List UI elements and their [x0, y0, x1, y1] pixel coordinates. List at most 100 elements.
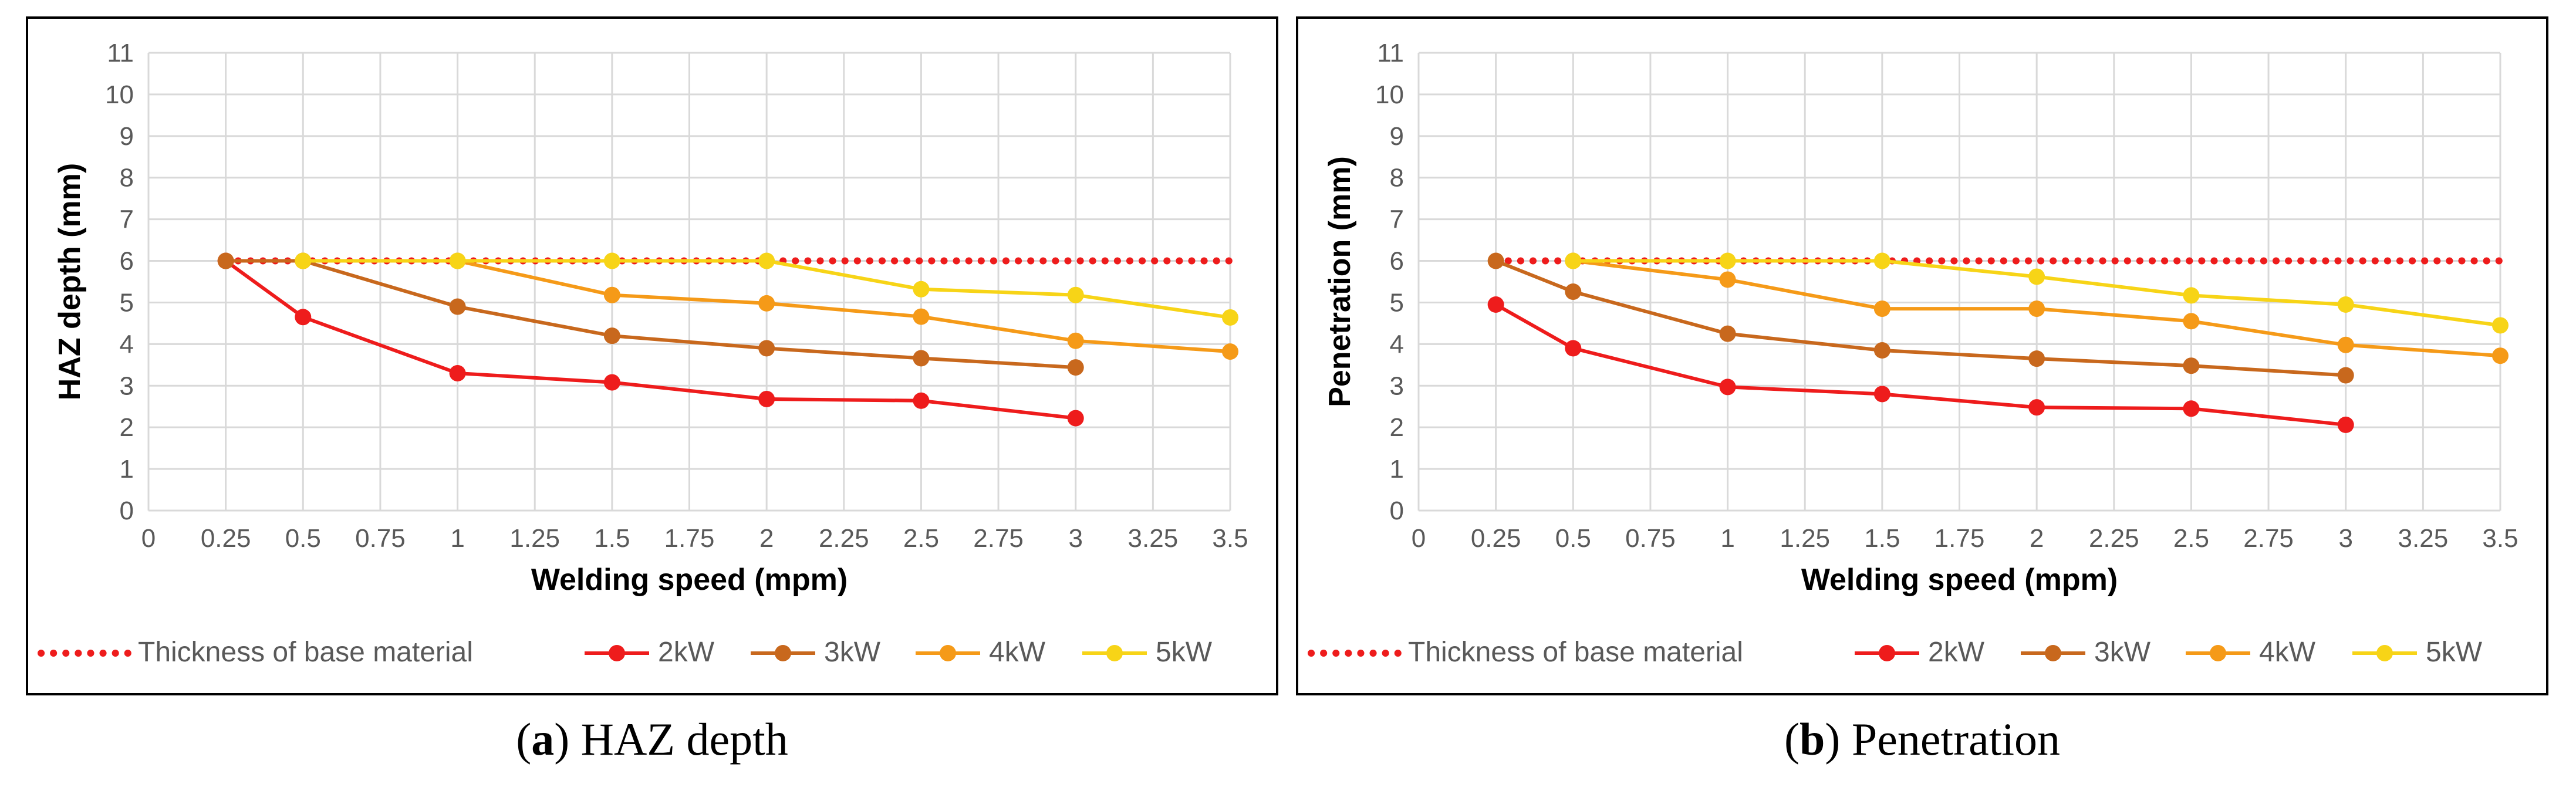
c1-x-tick-label: 3.25	[2398, 524, 2449, 553]
c0-point-3kW	[217, 252, 234, 269]
c0-gridlines	[147, 52, 1231, 512]
c1-legend-label: 5kW	[2426, 637, 2483, 668]
c0-legend: Thickness of base material 2kW 3kW 4kW 5kW	[38, 637, 1213, 668]
c1-x-tick-label: 1.25	[1780, 524, 1830, 553]
c0-y-axis-title: HAZ depth (mm)	[53, 163, 87, 400]
c0-point-5kW	[449, 252, 466, 269]
c0-point-3kW	[603, 327, 620, 344]
c1-point-3kW	[1873, 342, 1890, 359]
c1-y-tick-label: 7	[1390, 205, 1404, 234]
c0-legend-swatch-marker	[775, 645, 791, 661]
c1-y-axis-title: Penetration (mm)	[1323, 156, 1357, 407]
c1-legend: Thickness of base material 2kW 3kW 4kW 5kW	[1308, 637, 2483, 668]
caption-a-letter: a	[531, 714, 555, 765]
c0-x-tick-label: 0.75	[355, 524, 406, 553]
c1-point-2kW	[2337, 416, 2354, 433]
c0-y-tick-label: 1	[120, 455, 134, 484]
c1-point-5kW	[2492, 317, 2509, 334]
c1-point-4kW	[2183, 313, 2200, 330]
c0-y-tick-label: 8	[120, 164, 134, 192]
c1-point-5kW	[1719, 252, 1736, 269]
c0-point-3kW	[913, 350, 930, 367]
c0-point-5kW	[913, 281, 930, 298]
c1-x-axis-title: Welding speed (mpm)	[1801, 563, 2118, 597]
c1-y-tick-label: 5	[1390, 288, 1404, 317]
c0-point-5kW	[295, 252, 312, 269]
c0-x-tick-label: 3	[1068, 524, 1082, 553]
c0-legend-label: 3kW	[824, 637, 881, 668]
c1-point-2kW	[2183, 400, 2200, 417]
c0-x-axis-title: Welding speed (mpm)	[531, 563, 848, 597]
c0-legend-label: 2kW	[658, 637, 715, 668]
c0-y-tick-label: 7	[120, 205, 134, 234]
c1-x-tick-label: 0.5	[1555, 524, 1591, 553]
c1-point-5kW	[1873, 252, 1890, 269]
chart-b-svg: 0 1 2 3 4 5 6 7 8 9 10 11 0 0.25 0.5 0.75 1 1.25 1.5 1.75 2 2…	[1308, 39, 2518, 668]
c1-x-tick-label: 2	[2030, 524, 2044, 553]
c1-x-tick-label: 2.75	[2243, 524, 2294, 553]
c1-legend-label: 4kW	[2259, 637, 2316, 668]
c1-x-tick-label: 2.25	[2089, 524, 2139, 553]
c0-point-4kW	[758, 295, 775, 312]
c1-x-tick-label: 1.75	[1934, 524, 1985, 553]
c0-legend-swatch-marker	[940, 645, 956, 661]
c0-y-tick-label: 11	[107, 39, 134, 67]
c1-y-tick-label: 0	[1390, 496, 1404, 525]
c1-y-tick-label: 4	[1390, 330, 1404, 359]
c0-point-4kW	[1067, 332, 1084, 349]
c0-x-tick-label: 0.25	[201, 524, 251, 553]
c0-point-2kW	[913, 392, 930, 409]
c1-x-tick-label: 0	[1412, 524, 1426, 553]
c0-x-tick-label: 3.5	[1212, 524, 1248, 553]
c0-x-tick-label: 2.5	[903, 524, 939, 553]
c1-legend-label: Thickness of base material	[1408, 637, 1743, 668]
c0-x-tick-label: 0.5	[285, 524, 321, 553]
c1-legend-swatch-marker	[2045, 645, 2061, 661]
c1-point-2kW	[1487, 296, 1504, 313]
c0-y-tick-label: 2	[120, 413, 134, 442]
c0-x-tick-label: 2.75	[973, 524, 1024, 553]
c0-x-tick-label: 1.75	[664, 524, 715, 553]
c1-legend-label: 2kW	[1928, 637, 1985, 668]
c1-legend-label: 3kW	[2094, 637, 2151, 668]
c0-point-5kW	[1222, 309, 1238, 326]
c1-point-4kW	[2028, 300, 2045, 317]
c1-point-3kW	[2337, 367, 2354, 384]
caption-b: (b) Penetration	[1784, 714, 2061, 765]
c0-point-2kW	[603, 374, 620, 391]
chart-a-svg: 0 1 2 3 4 5 6 7 8 9 10 11 0 0.25 0.5 0.75 1 1.25 1.5 1.75 2 2…	[38, 39, 1248, 668]
c1-x-tick-label: 1.5	[1864, 524, 1900, 553]
c0-x-tick-label: 0	[141, 524, 156, 553]
c0-legend-label: 4kW	[989, 637, 1046, 668]
c1-point-4kW	[2492, 347, 2509, 364]
c1-point-3kW	[1565, 283, 1582, 300]
c0-x-tick-label: 3.25	[1128, 524, 1179, 553]
c0-y-tick-label: 3	[120, 371, 134, 400]
caption-a: (a) HAZ depth	[516, 714, 788, 765]
c1-y-tick-label: 8	[1390, 164, 1404, 192]
c1-point-5kW	[1565, 252, 1582, 269]
c1-y-tick-label: 2	[1390, 413, 1404, 442]
c0-x-tick-label: 1	[450, 524, 464, 553]
c0-point-2kW	[758, 390, 775, 407]
c0-x-tick-label: 1.5	[594, 524, 630, 553]
c0-point-5kW	[758, 252, 775, 269]
c0-y-tick-label: 5	[120, 288, 134, 317]
c1-series-line-2kW	[1495, 303, 2347, 427]
chart-panel-a: 0 1 2 3 4 5 6 7 8 9 10 11 0 0.25 0.5 0.75 1 1.25 1.5 1.75 2 2…	[26, 16, 1278, 695]
c1-point-2kW	[2028, 399, 2045, 416]
c1-x-tick-label: 0.25	[1471, 524, 1521, 553]
c0-point-2kW	[1067, 410, 1084, 427]
c1-legend-swatch-marker	[2210, 645, 2226, 661]
c1-point-3kW	[2028, 350, 2045, 367]
c0-x-tick-label: 1.25	[509, 524, 560, 553]
c1-point-2kW	[1873, 386, 1890, 403]
c0-legend-swatch-marker	[1106, 645, 1123, 661]
c0-y-tick-label: 9	[120, 122, 134, 151]
caption-b-text: Penetration	[1840, 714, 2061, 765]
c0-legend-swatch-marker	[609, 645, 625, 661]
c1-point-5kW	[2028, 268, 2045, 285]
c1-point-3kW	[1719, 325, 1736, 342]
c1-y-tick-label: 9	[1390, 122, 1404, 151]
c1-x-tick-label: 2.5	[2173, 524, 2209, 553]
